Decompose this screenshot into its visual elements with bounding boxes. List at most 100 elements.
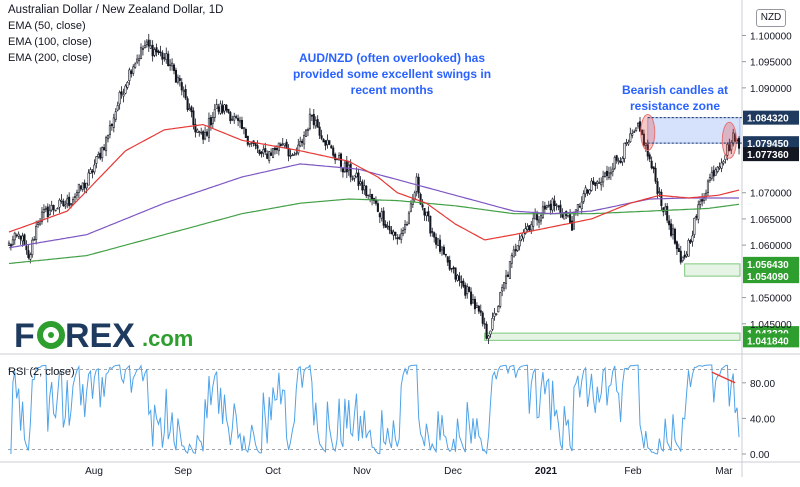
candle-body xyxy=(15,234,18,237)
candle-body xyxy=(402,230,405,234)
candle-body xyxy=(701,199,704,202)
candle-body xyxy=(351,178,354,180)
candle-body xyxy=(617,160,620,163)
candle-body xyxy=(54,209,57,212)
candle-body xyxy=(281,143,284,145)
rsi-label: RSI (2, close) xyxy=(8,366,75,378)
level-label: 1.054090 xyxy=(747,272,789,283)
candle-body xyxy=(237,118,240,121)
candle-body xyxy=(477,305,480,312)
candle-body xyxy=(677,248,680,252)
candle-body xyxy=(495,313,498,315)
candle-body xyxy=(396,237,399,240)
candle-body xyxy=(136,58,139,63)
candle-body xyxy=(448,260,451,270)
candle-body xyxy=(574,209,577,212)
candle-body xyxy=(359,181,362,185)
candle-body xyxy=(209,117,212,126)
candle-body xyxy=(196,129,199,133)
candle-body xyxy=(615,155,618,161)
candle-body xyxy=(466,286,469,295)
candle-body xyxy=(176,76,179,83)
legend-ema50: EMA (50, close) xyxy=(8,20,86,32)
price-tick-label: 1.065000 xyxy=(750,215,792,226)
candle-body xyxy=(600,181,603,186)
candle-body xyxy=(145,41,148,46)
candle-body xyxy=(493,312,496,317)
candle-body xyxy=(681,256,684,261)
candle-body xyxy=(149,45,152,49)
logo-letters-rex: REX xyxy=(65,317,135,355)
candle-body xyxy=(270,152,273,156)
candle-body xyxy=(497,306,500,313)
candle-body xyxy=(198,131,201,133)
candle-body xyxy=(223,104,226,112)
candle-body xyxy=(106,135,110,140)
candle-body xyxy=(33,239,36,241)
candle-body xyxy=(431,231,434,233)
logo-o-ring xyxy=(37,321,65,349)
level-label-bg xyxy=(743,110,799,125)
candle-body xyxy=(169,64,172,67)
candle-body xyxy=(642,133,645,146)
candle-body xyxy=(559,204,562,213)
candle-body xyxy=(347,164,350,171)
candle-body xyxy=(11,239,14,246)
candle-body xyxy=(318,126,321,136)
candle-body xyxy=(637,122,640,127)
candle-body xyxy=(489,330,492,335)
candle-body xyxy=(341,168,344,173)
candle-body xyxy=(404,224,407,231)
candle-body xyxy=(275,148,278,151)
candle-body xyxy=(188,108,191,111)
candle-body xyxy=(260,151,263,155)
candle-body xyxy=(578,206,581,208)
level-label-bg xyxy=(743,333,799,348)
candle-body xyxy=(675,241,678,249)
candle-body xyxy=(611,168,614,172)
candle-body xyxy=(233,116,236,121)
candle-body xyxy=(310,115,313,117)
candle-body xyxy=(718,166,721,169)
time-tick-label: Sep xyxy=(174,466,192,477)
candle-body xyxy=(592,180,595,185)
candle-body xyxy=(673,228,676,244)
candle-body xyxy=(427,211,430,217)
candle-body xyxy=(695,215,698,218)
legend-ema100: EMA (100, close) xyxy=(8,36,92,48)
candle-body xyxy=(116,105,119,111)
candle-body xyxy=(159,51,162,54)
candle-body xyxy=(343,162,346,172)
candle-body xyxy=(285,141,288,149)
candle-body xyxy=(221,105,224,113)
candle-body xyxy=(17,233,20,237)
price-zone xyxy=(684,263,741,277)
candle-body xyxy=(134,63,137,68)
candle-body xyxy=(390,229,393,235)
candle-body xyxy=(604,172,607,177)
level-label-bg xyxy=(743,147,799,162)
candle-body xyxy=(316,119,319,128)
candle-body xyxy=(178,78,181,81)
level-label: 1.084320 xyxy=(747,114,789,125)
ema50-line xyxy=(8,123,740,241)
candle-body xyxy=(93,164,96,173)
annotation-swings: AUD/NZD (often overlooked) has provided … xyxy=(282,50,502,98)
candle-body xyxy=(25,245,28,251)
candle-body xyxy=(435,237,438,245)
currency-badge[interactable]: NZD xyxy=(756,9,786,27)
candle-body xyxy=(631,133,634,136)
candle-body xyxy=(520,235,523,240)
candle-body xyxy=(108,125,111,135)
time-tick-label: Oct xyxy=(265,466,281,477)
candle-body xyxy=(167,53,170,67)
candle-body xyxy=(468,287,471,292)
candle-body xyxy=(722,161,725,164)
candle-body xyxy=(654,167,657,182)
candle-body xyxy=(303,135,306,145)
candle-body xyxy=(301,140,304,144)
candle-body xyxy=(452,267,455,269)
candle-body xyxy=(157,50,160,54)
candle-body xyxy=(141,48,144,50)
